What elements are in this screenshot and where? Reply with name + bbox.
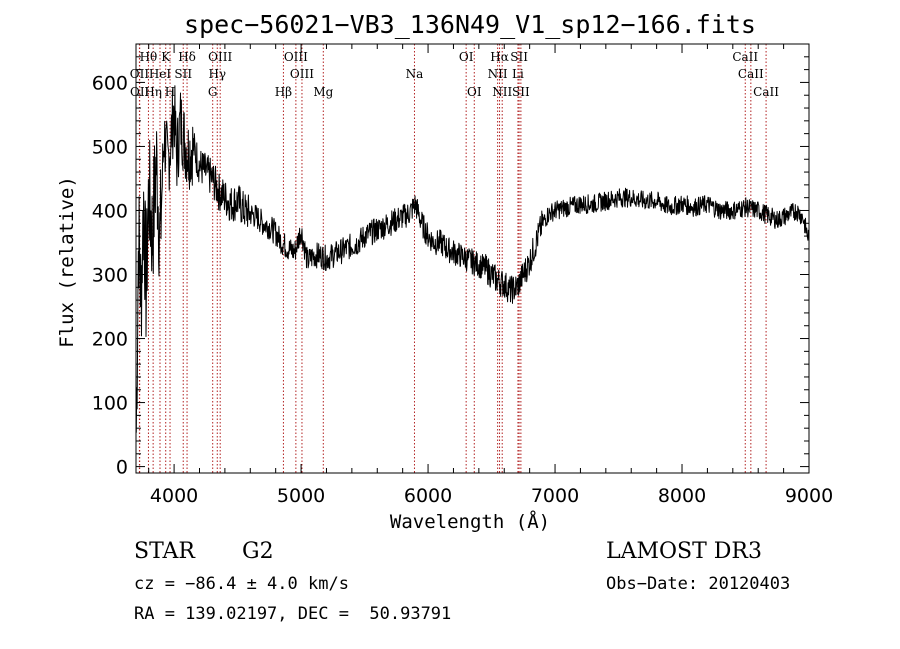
y-tick-label: 200 (92, 329, 128, 351)
spectral-line-label: OIII (290, 67, 314, 81)
spectral-line-label: SII (512, 85, 530, 99)
x-tick-label: 7000 (531, 485, 579, 507)
spectral-line-label: SII (510, 50, 528, 64)
x-tick-label: 8000 (658, 485, 706, 507)
spectral-line-label: H (165, 85, 175, 99)
y-axis-label: Flux (relative) (56, 176, 78, 348)
y-tick-label: 500 (92, 136, 128, 158)
spectral-line-label: OI (467, 85, 482, 99)
spectral-line-label: Hη (144, 85, 162, 99)
x-axis-label: Wavelength (Å) (390, 510, 550, 533)
spectral-line-label: NII (492, 85, 512, 99)
spectral-line-label: Na (406, 67, 424, 81)
x-tick-label: 9000 (785, 485, 833, 507)
spectral-line-label: SII (174, 67, 192, 81)
plot-frame (135, 43, 810, 474)
survey-name: LAMOST DR3 (606, 539, 762, 564)
spectral-line-label: OII (130, 85, 150, 99)
spectral-line-label: G (208, 85, 218, 99)
spectral-line-label: Hβ (275, 85, 292, 99)
spectral-line-label: Mg (313, 85, 333, 99)
spectral-line-label: Li (512, 67, 524, 81)
y-tick-label: 300 (92, 265, 128, 287)
spectral-line-label: Hγ (208, 67, 226, 81)
spectrum-flux-line (135, 85, 809, 433)
object-class: STAR (134, 539, 195, 564)
spectral-line-label: Hδ (178, 50, 196, 64)
y-tick-label: 100 (92, 393, 128, 415)
spectral-line-label: OI (459, 50, 474, 64)
chart-title: spec−56021−VB3_136N49_V1_sp12−166.fits (184, 10, 756, 39)
x-tick-label: 5000 (277, 485, 325, 507)
y-tick-label: 0 (116, 457, 128, 479)
redshift-readout: cz = −86.4 ± 4.0 km/s (134, 574, 349, 594)
object-subclass: G2 (242, 539, 274, 564)
spectral-line-label: Hθ (140, 50, 158, 64)
spectral-line-label: CaII (738, 67, 764, 81)
spectral-line-label: K (161, 50, 171, 64)
spectral-line-label: OII (130, 67, 150, 81)
spectral-line-label: OIII (208, 50, 232, 64)
spectral-line-label: OIII (284, 50, 308, 64)
x-tick-label: 6000 (404, 485, 452, 507)
spectral-line-label: Hα (490, 50, 509, 64)
spectral-line-label: CaII (732, 50, 758, 64)
spectral-line-label: CaII (753, 85, 779, 99)
y-tick-label: 400 (92, 200, 128, 222)
obs-date: Obs−Date: 20120403 (606, 574, 791, 594)
coordinates: RA = 139.02197, DEC = 50.93791 (134, 604, 452, 624)
x-tick-label: 4000 (150, 485, 198, 507)
y-tick-label: 600 (92, 72, 128, 94)
spectral-line-label: NII (488, 67, 508, 81)
spectral-line-label: HeI (149, 67, 172, 81)
